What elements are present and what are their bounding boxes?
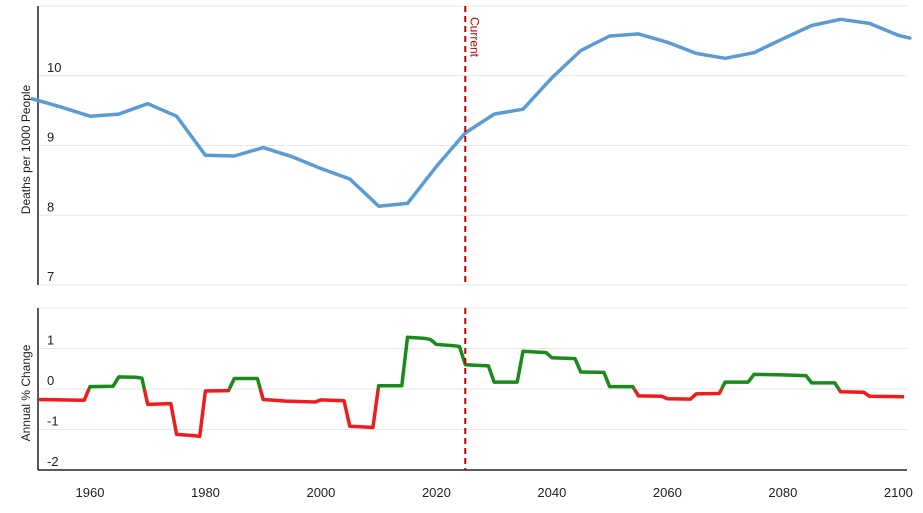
top-y-tick-label: 10 xyxy=(47,60,61,75)
top-y-axis-title: Deaths per 1000 People xyxy=(19,84,33,214)
x-tick-label: 1980 xyxy=(191,485,220,500)
bottom-y-axis-title: Annual % Change xyxy=(19,344,33,441)
negative-change-segment xyxy=(142,388,231,439)
bottom-y-tick-label: 0 xyxy=(47,373,54,388)
top-y-tick-label: 8 xyxy=(47,199,54,214)
positive-change-segment xyxy=(87,375,147,390)
x-tick-label: 2020 xyxy=(422,485,451,500)
death-rate-series-line xyxy=(30,17,912,208)
negative-change-segment xyxy=(258,388,380,430)
x-tick-label: 2000 xyxy=(306,485,335,500)
positive-change-segment xyxy=(227,376,262,390)
positive-change-segment xyxy=(720,372,841,390)
bottom-gridlines xyxy=(38,307,907,430)
x-tick-label: 2080 xyxy=(768,485,797,500)
current-year-label: Current xyxy=(467,17,481,58)
x-tick-label: 1960 xyxy=(76,485,105,500)
annual-change-series xyxy=(37,335,905,439)
bottom-y-tick-label: 1 xyxy=(47,333,54,348)
annual-change-panel: -2 -1 0 1 Annual % Change 1960 1980 2000 2020 2… xyxy=(19,307,913,500)
top-y-tick-labels: 7 8 9 10 xyxy=(47,60,61,284)
top-y-tick-label: 7 xyxy=(47,269,54,284)
x-tick-label: 2040 xyxy=(537,485,566,500)
bottom-y-tick-label: -2 xyxy=(47,454,59,469)
x-tick-label: 2100 xyxy=(884,485,913,500)
negative-change-segment xyxy=(837,388,905,399)
top-gridlines xyxy=(38,5,907,286)
top-y-tick-label: 9 xyxy=(47,130,54,145)
negative-change-segment xyxy=(632,388,724,401)
bottom-y-tick-label: -1 xyxy=(47,414,59,429)
positive-change-segment xyxy=(376,335,636,390)
bottom-y-tick-labels: -2 -1 0 1 xyxy=(47,333,59,470)
death-rate-panel: 7 8 9 10 Deaths per 1000 People Current xyxy=(19,5,912,286)
negative-change-segment xyxy=(37,388,91,403)
x-tick-labels: 1960 1980 2000 2020 2040 2060 2080 2100 xyxy=(76,485,913,500)
x-tick-label: 2060 xyxy=(653,485,682,500)
